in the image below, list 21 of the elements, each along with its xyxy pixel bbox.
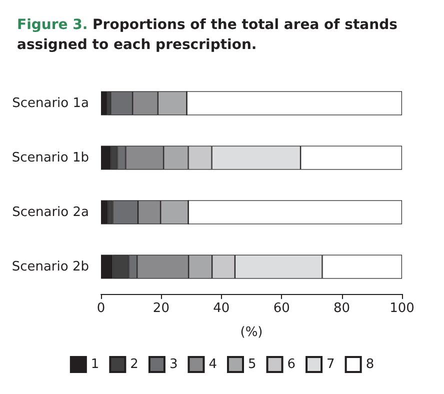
- legend-label: 6: [287, 357, 296, 372]
- x-tick-label: 40: [213, 301, 230, 316]
- y-tick-label: Scenario 1a: [12, 96, 89, 111]
- legend-label: 2: [130, 357, 138, 372]
- x-tick-label: 0: [96, 301, 106, 316]
- bar: [101, 91, 108, 116]
- x-axis-title: (%): [240, 325, 263, 340]
- x-tick-label: 100: [390, 301, 414, 316]
- legend-label: 5: [248, 357, 256, 372]
- y-tick-label: Scenario 2b: [12, 259, 89, 274]
- x-tick-label: 20: [152, 301, 170, 316]
- legend-label: 3: [169, 357, 178, 372]
- legend-label: 4: [208, 357, 218, 372]
- x-tick-label: 60: [273, 301, 290, 316]
- legend-label: 7: [326, 357, 335, 372]
- y-tick-label: Scenario 2a: [12, 204, 89, 220]
- legend-label: 1: [90, 357, 100, 372]
- y-tick-label: Scenario 1b: [12, 150, 89, 166]
- legend-label: 8: [366, 357, 374, 372]
- chart-title: Figure 3. Proportions of the total area of stands assigned to each prescription.: [17, 17, 402, 53]
- x-tick-label: 80: [334, 301, 350, 316]
